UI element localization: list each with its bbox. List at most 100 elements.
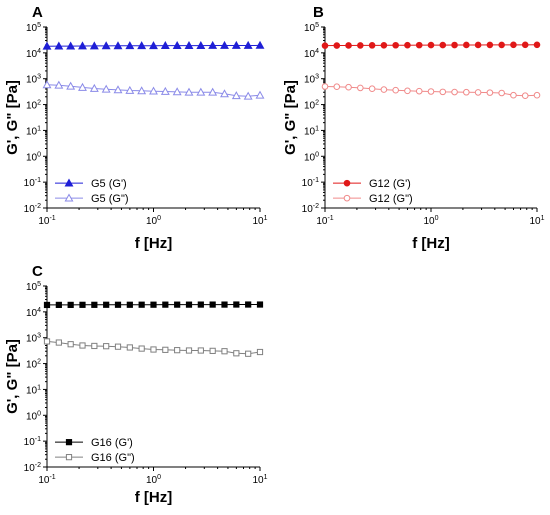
data-point (392, 41, 399, 49)
data-point (463, 88, 470, 96)
data-point (415, 41, 423, 49)
legend-marker (65, 454, 73, 461)
data-point (498, 89, 505, 97)
data-point (125, 41, 135, 50)
data-point (184, 40, 194, 49)
data-point (208, 87, 218, 96)
data-point (197, 347, 204, 354)
data-point (185, 301, 193, 308)
data-point (67, 341, 74, 348)
data-point (43, 301, 51, 309)
data-point (521, 92, 529, 100)
data-point (91, 342, 98, 350)
y-tick-label: 101 (26, 125, 41, 137)
data-point (172, 87, 182, 96)
legend: G16 (G') G16 (G") (55, 437, 135, 464)
data-point (439, 41, 447, 49)
data-point (415, 87, 423, 95)
data-point (66, 81, 76, 90)
data-point (79, 301, 86, 308)
data-point (333, 83, 341, 91)
legend-entry: G16 (G') (91, 437, 133, 449)
x-axis-title: f [Hz] (412, 235, 450, 252)
data-point (185, 347, 193, 354)
panel-letter: C (32, 263, 43, 280)
y-tick-label: 10-1 (24, 436, 41, 448)
data-point (209, 301, 216, 308)
panel-letter: A (32, 4, 43, 21)
data-point (533, 41, 541, 49)
y-tick-label: 104 (26, 307, 41, 319)
x-axis-title: f [Hz] (135, 489, 173, 506)
data-point (357, 84, 364, 92)
data-point (321, 83, 329, 90)
data-point (54, 41, 64, 50)
data-point (439, 88, 447, 96)
data-point (392, 86, 399, 94)
legend-entry: G16 (G") (91, 452, 135, 464)
legend: G12 (G') G12 (G") (333, 178, 413, 205)
data-point (368, 42, 376, 49)
data-point (149, 86, 158, 95)
data-point (368, 85, 376, 93)
panel-letter: B (313, 4, 324, 21)
y-tick-label: 10-1 (24, 177, 41, 189)
y-tick-label: 10-2 (24, 462, 41, 474)
legend-marker (64, 178, 74, 187)
series-storage-modulus (42, 40, 265, 50)
data-point (255, 40, 265, 49)
data-point (451, 88, 458, 96)
data-point (196, 40, 206, 49)
y-tick-label: 102 (26, 100, 41, 112)
data-point (533, 91, 541, 99)
data-point (125, 85, 135, 94)
data-point (150, 301, 157, 308)
data-point (55, 301, 62, 308)
data-point (66, 41, 76, 50)
y-tick-label: 100 (26, 410, 41, 422)
data-point (138, 301, 145, 308)
data-point (345, 83, 352, 91)
data-point (243, 91, 253, 100)
y-tick-label: 10-1 (302, 177, 319, 189)
legend-marker (343, 179, 351, 187)
data-point (174, 347, 181, 354)
data-point (55, 339, 62, 346)
data-point (43, 338, 51, 345)
x-tick-label: 101 (529, 215, 544, 227)
data-point (103, 301, 110, 308)
data-point (138, 345, 145, 352)
data-point (243, 40, 253, 49)
x-tick-label: 10-1 (316, 215, 333, 227)
data-point (256, 301, 264, 308)
data-point (486, 89, 494, 96)
data-point (196, 87, 206, 96)
data-point (231, 91, 241, 100)
y-tick-label: 10-2 (24, 203, 41, 215)
data-point (463, 41, 470, 49)
y-tick-label: 100 (304, 151, 319, 163)
data-point (89, 41, 99, 50)
y-tick-label: 104 (26, 48, 41, 60)
data-point (510, 41, 517, 49)
x-tick-label: 101 (252, 215, 267, 227)
x-tick-label: 100 (146, 474, 161, 486)
series-loss-modulus (42, 80, 265, 100)
data-point (510, 91, 517, 99)
data-point (245, 301, 252, 308)
y-tick-label: 105 (26, 22, 41, 34)
data-point (103, 343, 110, 350)
x-tick-label: 10-1 (38, 474, 55, 486)
data-point (474, 89, 482, 96)
y-tick-label: 102 (26, 359, 41, 371)
data-point (150, 346, 157, 353)
y-tick-label: 103 (26, 74, 41, 86)
y-tick-label: 104 (304, 48, 319, 60)
series-loss-modulus (321, 83, 541, 100)
legend-entry: G5 (G") (91, 193, 129, 205)
data-point (197, 301, 204, 308)
x-tick-label: 101 (252, 474, 267, 486)
